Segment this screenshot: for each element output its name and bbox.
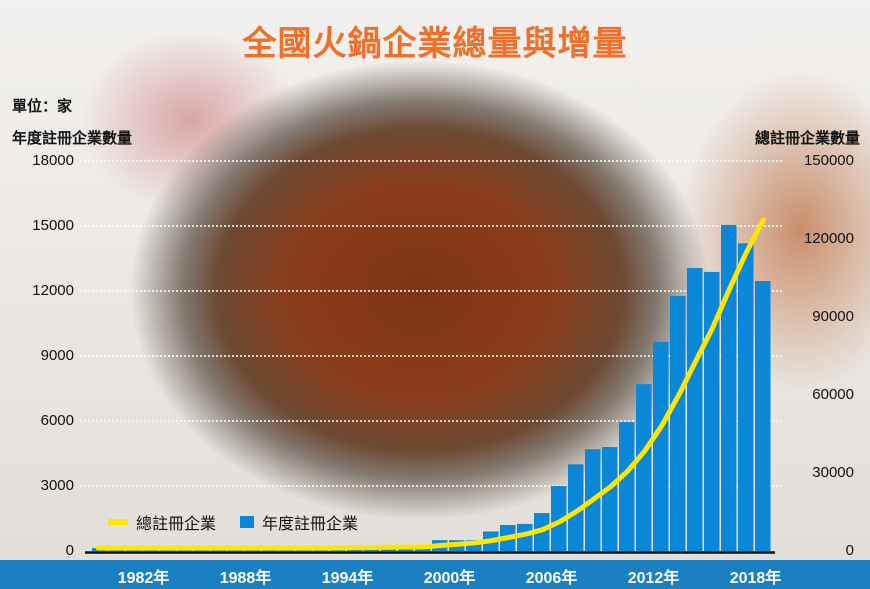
- x-tick-label: 1988年: [219, 570, 272, 587]
- left-tick-label: 3000: [40, 477, 74, 494]
- right-tick-label: 60000: [812, 386, 854, 403]
- left-tick-label: 9000: [40, 347, 74, 364]
- x-tick-label: 1982年: [117, 570, 170, 587]
- bar-2013: [653, 341, 669, 551]
- bar-2011: [619, 422, 635, 551]
- legend-swatch-total: [108, 519, 128, 525]
- left-tick-label: 15000: [32, 217, 74, 234]
- right-tick-label: 150000: [803, 152, 854, 169]
- right-tick-label: 120000: [803, 230, 854, 247]
- bar-2012: [636, 384, 652, 551]
- x-tick-label: 2012年: [627, 570, 680, 587]
- bar-2002: [466, 540, 482, 551]
- bar-2019: [755, 281, 771, 551]
- right-tick-label: 90000: [812, 308, 854, 325]
- left-tick-label: 12000: [32, 282, 74, 299]
- bar-1999: [415, 548, 431, 551]
- bar-2007: [551, 486, 567, 551]
- x-tick-label: 1994年: [321, 570, 374, 587]
- x-tick-label: 2006年: [525, 570, 578, 587]
- right-axis-title: 總註冊企業數量: [754, 130, 860, 147]
- x-tick-label: 2018年: [729, 570, 782, 587]
- bar-2005: [517, 523, 533, 551]
- legend: 總註冊企業 年度註冊企業: [108, 510, 358, 534]
- chart-title: 全國火鍋企業總量與增量: [242, 25, 628, 63]
- left-tick-label: 6000: [40, 412, 74, 429]
- right-tick-label: 30000: [812, 464, 854, 481]
- left-tick-label: 0: [65, 542, 74, 559]
- bar-2010: [602, 447, 618, 551]
- legend-label-total: 總註冊企業: [136, 516, 217, 533]
- left-tick-label: 18000: [32, 152, 74, 169]
- bar-2017: [721, 224, 737, 551]
- bar-2014: [670, 295, 686, 551]
- x-axis-band: [0, 560, 870, 589]
- bar-2008: [568, 464, 584, 551]
- left-axis-title: 年度註冊企業數量: [12, 130, 133, 147]
- right-tick-label: 0: [845, 542, 854, 559]
- legend-label-annual: 年度註冊企業: [262, 516, 359, 533]
- unit-label: 單位：家: [12, 98, 73, 115]
- legend-swatch-annual: [240, 516, 255, 528]
- x-tick-label: 2000年: [423, 570, 476, 587]
- total-line: [95, 217, 766, 551]
- bar-2015: [687, 268, 703, 551]
- bar-2018: [738, 243, 754, 552]
